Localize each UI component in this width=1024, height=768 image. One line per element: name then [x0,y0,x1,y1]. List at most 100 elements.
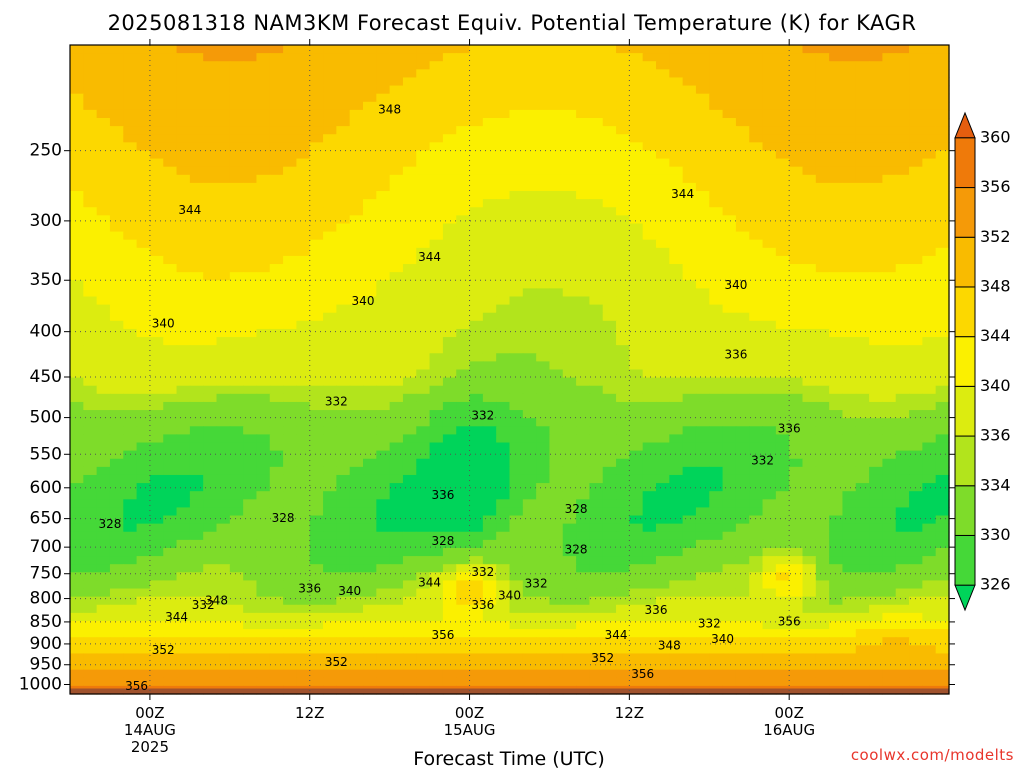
field-cell [309,134,324,143]
field-cell [935,353,950,362]
field-cell [269,118,284,127]
field-cell [416,101,431,111]
field-cell [456,588,471,598]
field-cell [136,483,151,492]
field-cell [842,499,857,509]
field-cell [522,442,537,452]
field-cell [549,523,564,533]
field-cell [909,434,923,444]
field-cell [735,191,750,200]
field-cell [203,109,218,119]
field-cell [96,134,111,143]
field-cell [589,142,604,152]
field-cell [96,556,111,565]
field-cell [456,280,471,289]
field-cell [842,61,857,70]
field-cell [136,166,151,176]
field-cell [349,207,364,216]
field-cell [96,142,111,152]
field-cell [509,620,524,630]
field-cell [775,118,790,127]
field-cell [576,101,591,111]
field-cell [176,45,191,54]
field-cell [895,353,910,362]
field-cell [722,207,737,216]
field-cell [70,272,84,281]
field-cell [935,272,950,281]
field-cell [456,337,471,346]
field-cell [323,556,337,565]
field-cell [775,61,790,70]
field-cell [269,580,284,590]
field-cell [323,215,337,225]
field-cell [789,377,804,387]
field-cell [96,272,111,281]
field-cell [522,247,537,257]
field-cell [602,53,617,62]
field-cell [376,637,391,646]
field-cell [616,491,630,500]
field-cell [149,564,164,573]
field-cell [895,426,910,435]
field-cell [669,215,684,225]
field-cell [802,483,817,492]
field-cell [709,596,724,606]
field-cell [576,369,591,379]
field-cell [416,458,431,468]
field-cell [283,556,298,565]
field-cell [442,288,457,298]
field-cell [349,255,364,265]
field-cell [709,328,724,338]
field-cell [869,255,884,265]
field-cell [722,93,737,103]
field-cell [416,118,431,127]
field-cell [882,272,897,281]
field-cell [616,199,630,208]
field-cell [629,272,644,281]
field-cell [70,182,84,192]
field-cell [83,247,98,257]
field-cell [775,328,790,338]
field-cell [442,645,457,655]
field-cell [496,637,511,646]
field-cell [842,328,857,338]
field-cell [589,304,604,314]
field-cell [376,288,391,298]
field-cell [882,312,897,322]
field-cell [922,645,937,655]
field-cell [176,264,191,273]
field-cell [416,572,431,582]
field-cell [735,450,750,460]
field-cell [629,637,644,646]
field-cell [70,523,84,533]
field-cell [83,539,98,549]
field-cell [256,345,271,354]
field-cell [842,442,857,452]
field-cell [442,483,457,492]
field-cell [389,588,404,598]
field-cell [682,483,697,492]
field-cell [709,499,724,509]
field-cell [682,604,697,614]
field-cell [376,572,391,582]
field-cell [882,199,897,208]
field-cell [136,247,151,257]
field-cell [789,288,804,298]
field-cell [509,296,524,306]
field-cell [189,288,204,298]
field-cell [922,337,937,346]
field-cell [562,361,577,371]
field-cell [695,580,710,590]
field-cell [682,353,697,362]
field-cell [789,539,804,549]
field-cell [296,426,311,435]
field-cell [389,401,404,411]
field-cell [815,109,830,119]
field-cell [815,401,830,411]
field-cell [602,369,617,379]
field-cell [842,109,857,119]
field-cell [522,426,537,435]
field-cell [762,507,777,517]
field-cell [895,596,910,606]
field-cell [336,304,351,314]
